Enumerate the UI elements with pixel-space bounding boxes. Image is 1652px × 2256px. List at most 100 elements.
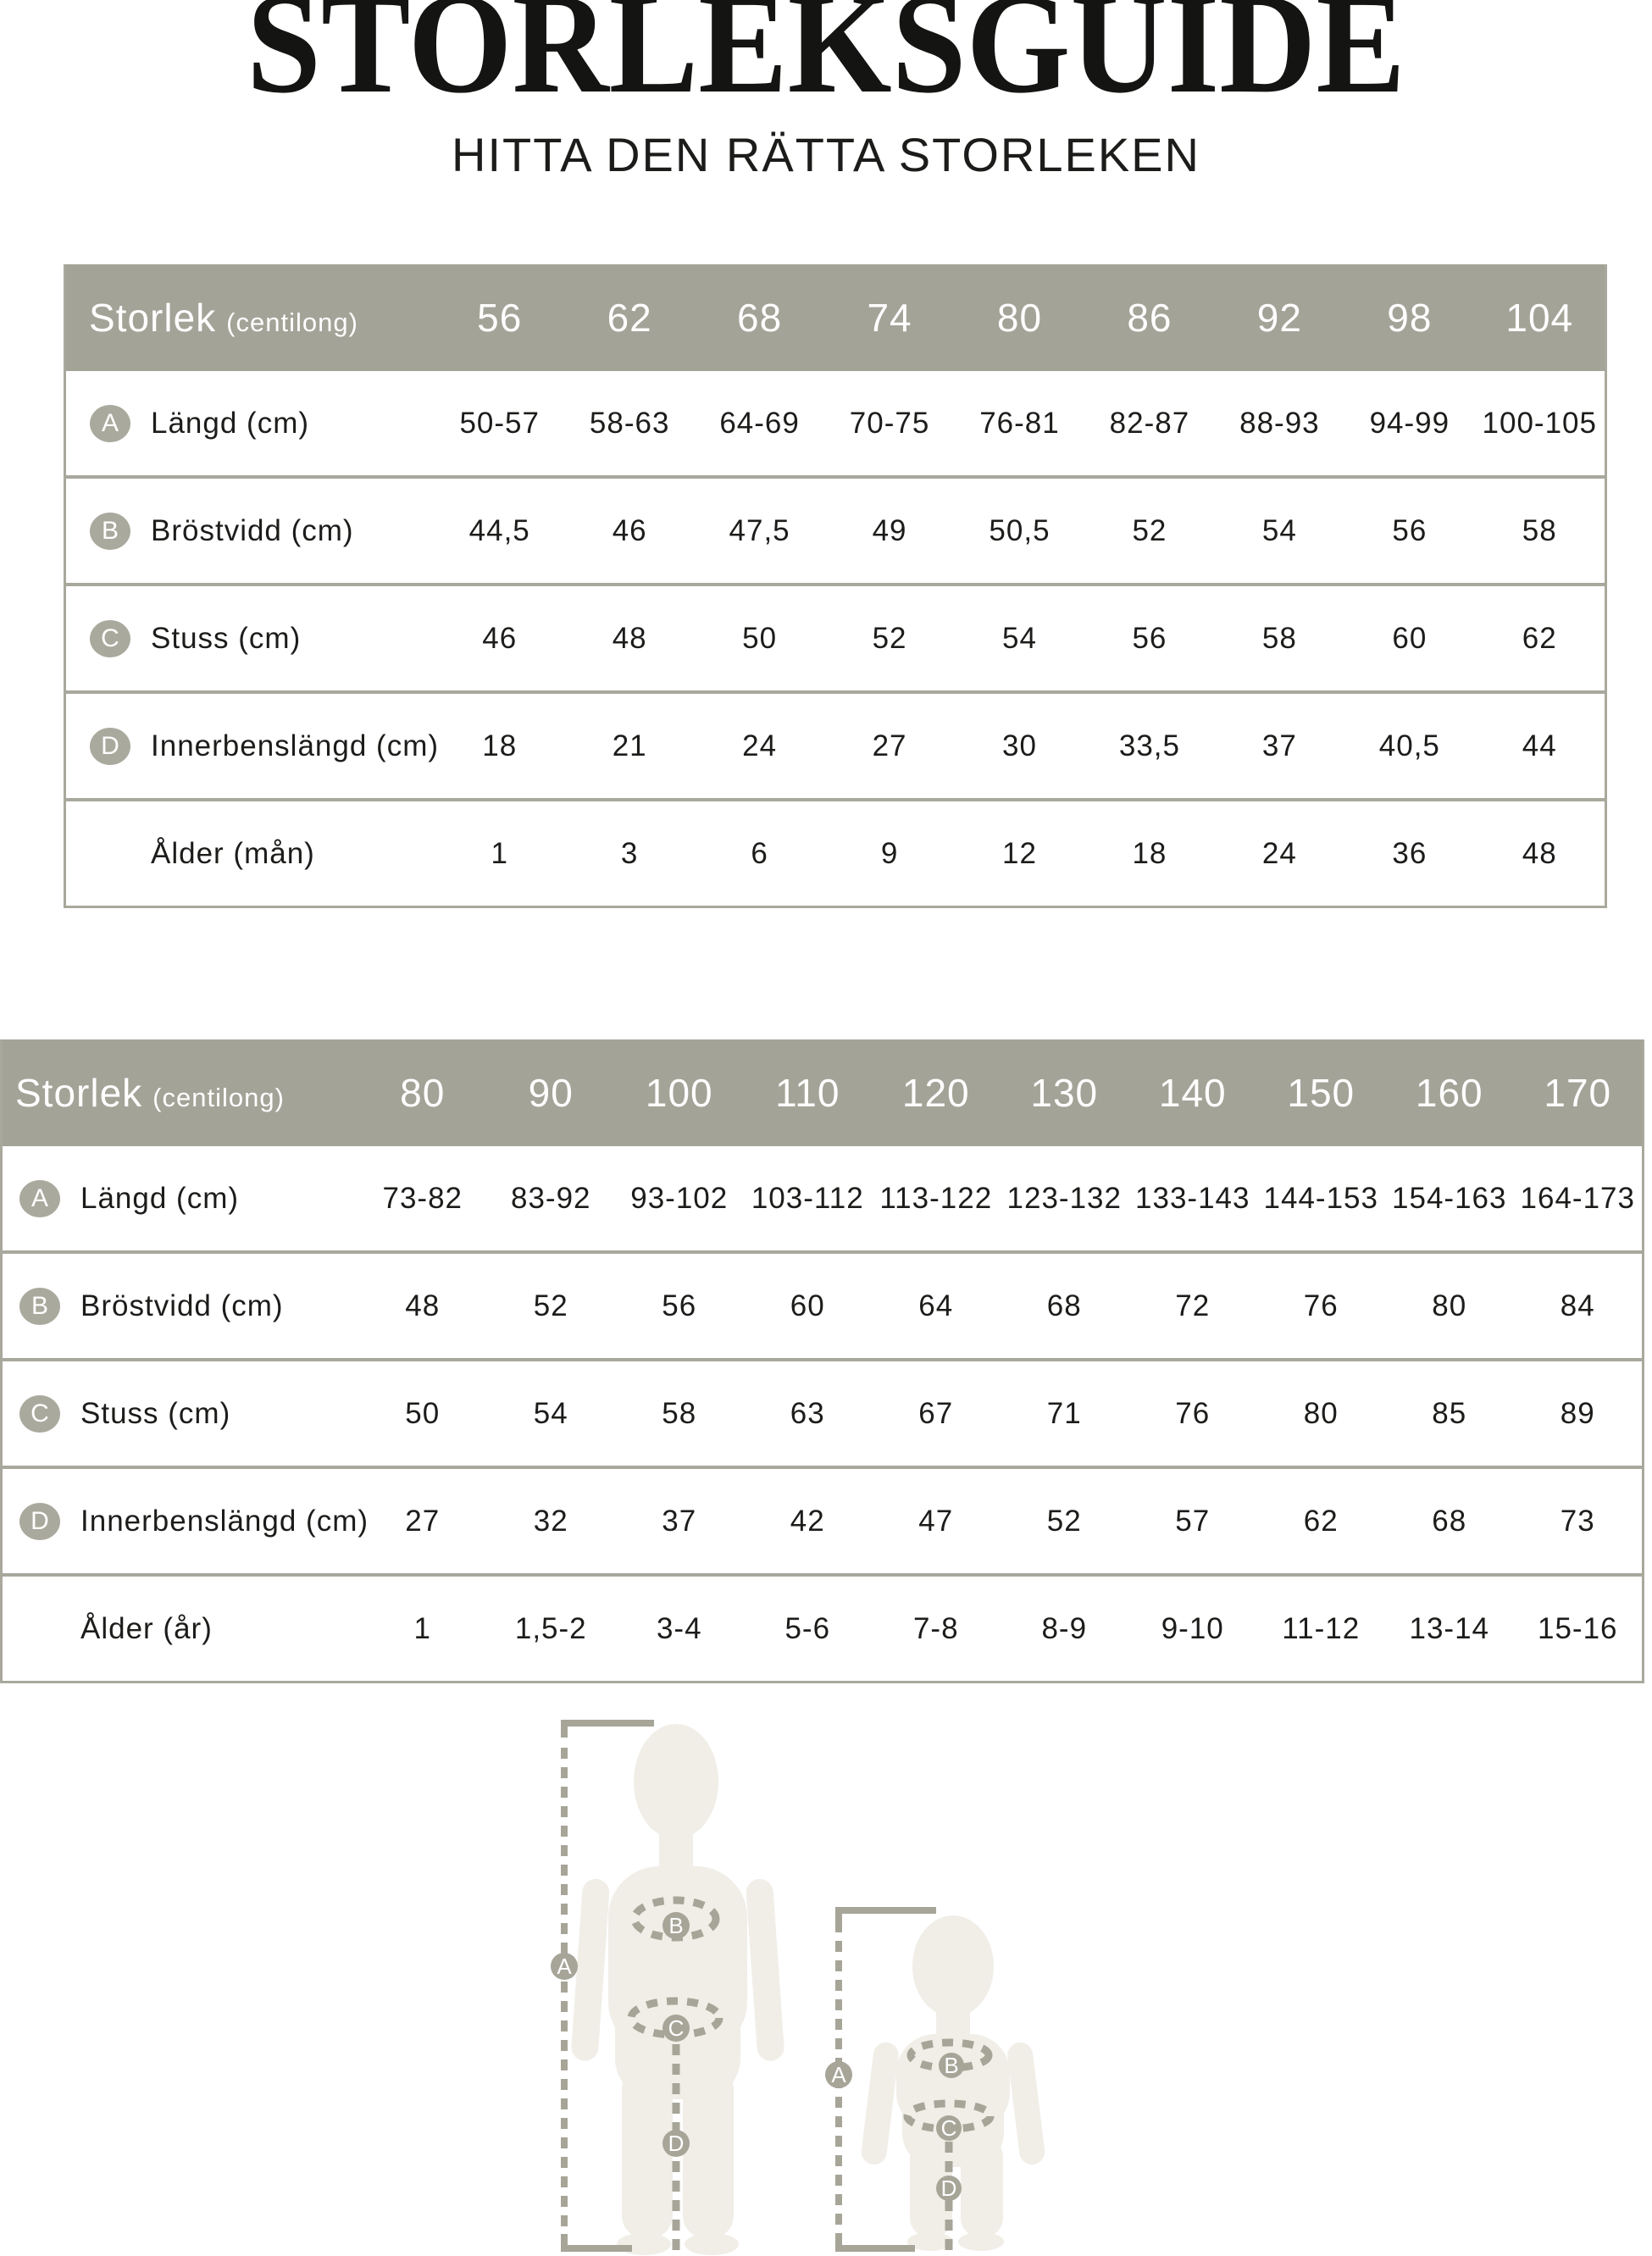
cell-value: 133-143 — [1135, 1181, 1250, 1215]
cell-value: 37 — [662, 1504, 697, 1538]
baby-badge-c: C — [936, 2115, 962, 2141]
cell-value: 18 — [1132, 836, 1167, 870]
cell-value: 15-16 — [1537, 1611, 1618, 1645]
cell-value: 57 — [1175, 1504, 1211, 1538]
row-label-cell: A Längd (cm) — [66, 404, 435, 442]
svg-text:C: C — [941, 2115, 957, 2141]
cell-value: 52 — [872, 621, 907, 655]
baby-badge-a: A — [825, 2061, 852, 2088]
cell-value: 11-12 — [1282, 1611, 1361, 1645]
table-row: D Innerbenslängd (cm) 18 21 24 27 30 33,5 37 40,5… — [66, 690, 1605, 798]
cell-value: 13-14 — [1409, 1611, 1490, 1645]
cell-value: 67 — [918, 1396, 954, 1430]
cell-value: 50,5 — [989, 513, 1051, 547]
cell-value: 12 — [1002, 836, 1037, 870]
cell-value: 76 — [1175, 1396, 1211, 1430]
table-row: B Bröstvidd (cm) 48 52 56 60 64 68 72 76 80 84 — [3, 1250, 1642, 1358]
table-header-label: Storlek (centilong) — [66, 295, 435, 341]
cell-value: 76-81 — [979, 406, 1060, 440]
cell-value: 1 — [491, 836, 508, 870]
table-row: A Längd (cm) 50-57 58-63 64-69 70-75 76-81 82-8… — [66, 371, 1605, 475]
measure-badge: D — [19, 1502, 60, 1540]
cell-value: 48 — [1522, 836, 1557, 870]
row-label-cell: C Stuss (cm) — [66, 619, 435, 657]
size-column-header: 62 — [607, 296, 652, 340]
table-header-label: Storlek (centilong) — [3, 1070, 358, 1116]
size-diagram: A B C D A B C — [551, 1720, 1045, 2255]
cell-value: 32 — [533, 1504, 568, 1538]
cell-value: 6 — [751, 836, 768, 870]
size-column-header: 160 — [1415, 1071, 1483, 1115]
cell-value: 8-9 — [1041, 1611, 1088, 1645]
page-subtitle: HITTA DEN RÄTTA STORLEKEN — [452, 128, 1200, 181]
cell-value: 1,5-2 — [514, 1611, 587, 1645]
baby-badge-d: D — [936, 2176, 962, 2201]
cell-value: 3-4 — [656, 1611, 702, 1645]
cell-value: 47,5 — [729, 513, 790, 547]
child-badge-a: A — [551, 1953, 578, 1980]
svg-text:A: A — [557, 1954, 572, 1979]
cell-value: 49 — [872, 513, 907, 547]
svg-text:B: B — [668, 1913, 683, 1938]
cell-value: 50-57 — [459, 406, 540, 440]
size-column-header: 90 — [528, 1071, 574, 1115]
table-row: A Längd (cm) 73-82 83-92 93-102 103-112 113-12… — [3, 1146, 1642, 1250]
cell-value: 18 — [482, 729, 518, 762]
cell-value: 47 — [918, 1504, 954, 1538]
cell-value: 144-153 — [1263, 1181, 1378, 1215]
cell-value: 44,5 — [468, 513, 530, 547]
cell-value: 33,5 — [1118, 729, 1180, 762]
cell-value: 62 — [1522, 621, 1557, 655]
cell-value: 123-132 — [1006, 1181, 1122, 1215]
table-header-title: Storlek — [15, 1071, 143, 1115]
cell-value: 9-10 — [1161, 1611, 1224, 1645]
row-label: Ålder (år) — [80, 1611, 213, 1645]
cell-value: 113-122 — [879, 1181, 993, 1215]
row-label-cell: Ålder (mån) — [66, 835, 435, 873]
cell-value: 80 — [1303, 1396, 1339, 1430]
child-silhouette — [571, 1724, 784, 2255]
cell-value: 48 — [612, 621, 647, 655]
row-label: Bröstvidd (cm) — [80, 1289, 284, 1322]
cell-value: 52 — [1132, 513, 1167, 547]
row-label-cell: A Längd (cm) — [3, 1179, 358, 1217]
size-column-header: 170 — [1544, 1071, 1612, 1115]
cell-value: 40,5 — [1378, 729, 1440, 762]
svg-text:B: B — [944, 2053, 958, 2078]
size-column-header: 80 — [400, 1071, 446, 1115]
cell-value: 85 — [1432, 1396, 1467, 1430]
row-label: Bröstvidd (cm) — [151, 513, 354, 547]
size-column-header: 86 — [1127, 296, 1172, 340]
cell-value: 60 — [1392, 621, 1427, 655]
size-column-header: 56 — [477, 296, 523, 340]
cell-value: 5-6 — [784, 1611, 831, 1645]
cell-value: 60 — [790, 1289, 825, 1322]
child-badge-b: B — [662, 1912, 690, 1939]
size-column-header: 150 — [1287, 1071, 1355, 1115]
row-label-cell: C Stuss (cm) — [3, 1394, 358, 1433]
baby-height-line — [835, 1907, 936, 2252]
cell-value: 68 — [1432, 1504, 1467, 1538]
table-row: D Innerbenslängd (cm) 27 32 37 42 47 52 57 62 68 73 — [3, 1466, 1642, 1573]
cell-value: 52 — [533, 1289, 568, 1322]
table-row: B Bröstvidd (cm) 44,5 46 47,5 49 50,5 52 54 56 58 — [66, 475, 1605, 583]
row-label-cell: D Innerbenslängd (cm) — [66, 727, 438, 765]
cell-value: 3 — [620, 836, 639, 870]
svg-text:D: D — [668, 2131, 685, 2156]
table-header-note: (centilong) — [226, 308, 358, 337]
size-table-kids-sizes: Storlek (centilong) 80 90 100 110 120 130 140 150… — [0, 1039, 1644, 1683]
cell-value: 70-75 — [849, 406, 930, 440]
badge-spacer — [19, 1610, 60, 1648]
cell-value: 88-93 — [1239, 406, 1320, 440]
cell-value: 24 — [742, 729, 778, 762]
cell-value: 64 — [918, 1289, 954, 1322]
baby-badge-b: B — [939, 2053, 964, 2078]
size-column-header: 140 — [1158, 1071, 1227, 1115]
measure-badge: B — [19, 1287, 60, 1325]
cell-value: 9 — [880, 836, 899, 870]
cell-value: 58 — [1522, 513, 1557, 547]
cell-value: 73-82 — [382, 1181, 463, 1215]
child-height-line — [561, 1720, 654, 2252]
size-column-header: 92 — [1256, 296, 1302, 340]
row-label: Innerbenslängd (cm) — [80, 1504, 369, 1538]
